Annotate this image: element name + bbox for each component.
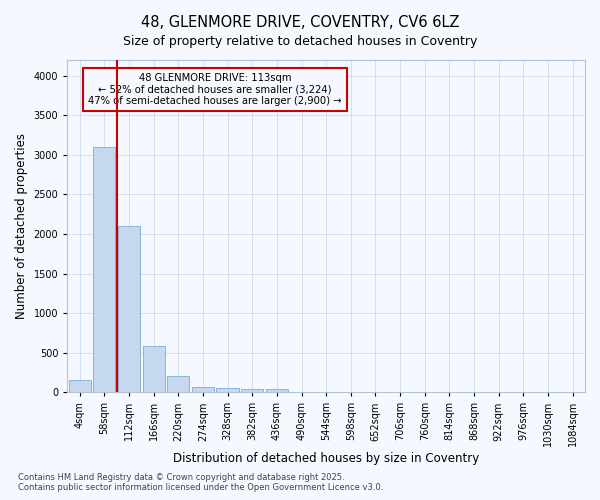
Text: Size of property relative to detached houses in Coventry: Size of property relative to detached ho… [123,35,477,48]
Bar [118,226,140,392]
X-axis label: Distribution of detached houses by size in Coventry: Distribution of detached houses by size … [173,452,479,465]
Bar [93,147,115,392]
Bar [192,386,214,392]
Bar [167,376,190,392]
Bar [143,346,165,392]
Text: 48, GLENMORE DRIVE, COVENTRY, CV6 6LZ: 48, GLENMORE DRIVE, COVENTRY, CV6 6LZ [141,15,459,30]
Bar [241,389,263,392]
Text: 48 GLENMORE DRIVE: 113sqm
← 52% of detached houses are smaller (3,224)
47% of se: 48 GLENMORE DRIVE: 113sqm ← 52% of detac… [88,74,341,106]
Text: Contains HM Land Registry data © Crown copyright and database right 2025.
Contai: Contains HM Land Registry data © Crown c… [18,473,383,492]
Bar [68,380,91,392]
Bar [217,388,239,392]
Bar [266,389,288,392]
Y-axis label: Number of detached properties: Number of detached properties [15,133,28,319]
